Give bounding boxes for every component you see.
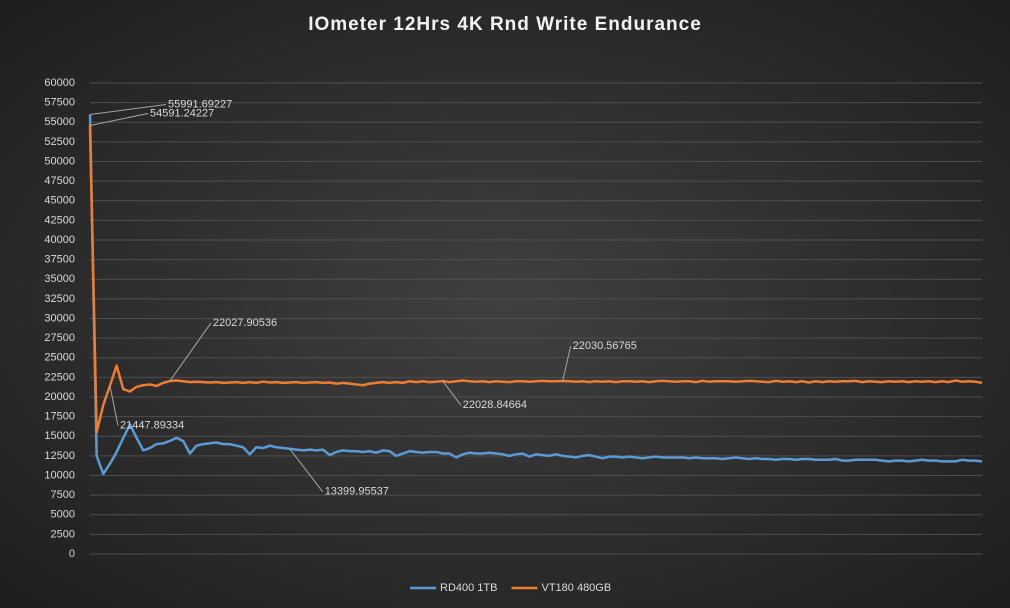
legend-label: VT180 480GB bbox=[541, 582, 611, 594]
y-tick-label: 50000 bbox=[44, 155, 75, 167]
y-tick-label: 12500 bbox=[44, 450, 75, 462]
leader-line bbox=[89, 103, 167, 115]
y-tick-label: 42500 bbox=[44, 214, 75, 226]
data-label: 55991.69227 bbox=[168, 98, 232, 110]
data-label: 22027.90536 bbox=[213, 317, 277, 329]
series-line bbox=[88, 125, 983, 434]
leader-line bbox=[289, 448, 324, 493]
leader-line bbox=[109, 385, 119, 426]
y-tick-label: 45000 bbox=[44, 195, 75, 207]
y-tick-label: 35000 bbox=[44, 273, 75, 285]
y-tick-label: 17500 bbox=[44, 411, 75, 423]
y-tick-label: 10000 bbox=[44, 469, 75, 481]
y-tick-label: 5000 bbox=[51, 509, 75, 521]
y-tick-label: 30000 bbox=[44, 312, 75, 324]
y-tick-label: 15000 bbox=[44, 430, 75, 442]
leader-line bbox=[169, 322, 212, 382]
y-tick-label: 52500 bbox=[44, 136, 75, 148]
y-tick-label: 22500 bbox=[44, 371, 75, 383]
y-tick-label: 57500 bbox=[44, 97, 75, 109]
y-tick-label: 7500 bbox=[51, 489, 75, 501]
y-tick-label: 20000 bbox=[44, 391, 75, 403]
y-tick-label: 37500 bbox=[44, 254, 75, 266]
series-line bbox=[88, 114, 983, 476]
y-tick-label: 47500 bbox=[44, 175, 75, 187]
chart-title: IOmeter 12Hrs 4K Rnd Write Endurance bbox=[308, 14, 702, 35]
data-label: 22030.56765 bbox=[573, 340, 637, 352]
leader-line bbox=[562, 345, 572, 382]
y-tick-label: 55000 bbox=[44, 116, 75, 128]
leader-line bbox=[442, 380, 462, 406]
leader-line bbox=[89, 112, 149, 126]
legend-label: RD400 1TB bbox=[440, 582, 497, 594]
data-label: 13399.95537 bbox=[325, 486, 389, 498]
y-tick-label: 27500 bbox=[44, 332, 75, 344]
y-tick-label: 60000 bbox=[44, 77, 75, 89]
data-label: 21447.89334 bbox=[120, 420, 184, 432]
y-tick-label: 25000 bbox=[44, 352, 75, 364]
y-tick-label: 2500 bbox=[51, 528, 75, 540]
data-label: 54591.24227 bbox=[150, 107, 214, 119]
y-tick-label: 32500 bbox=[44, 293, 75, 305]
y-tick-label: 0 bbox=[69, 548, 75, 560]
y-tick-label: 40000 bbox=[44, 234, 75, 246]
data-label: 22028.84664 bbox=[463, 399, 527, 411]
